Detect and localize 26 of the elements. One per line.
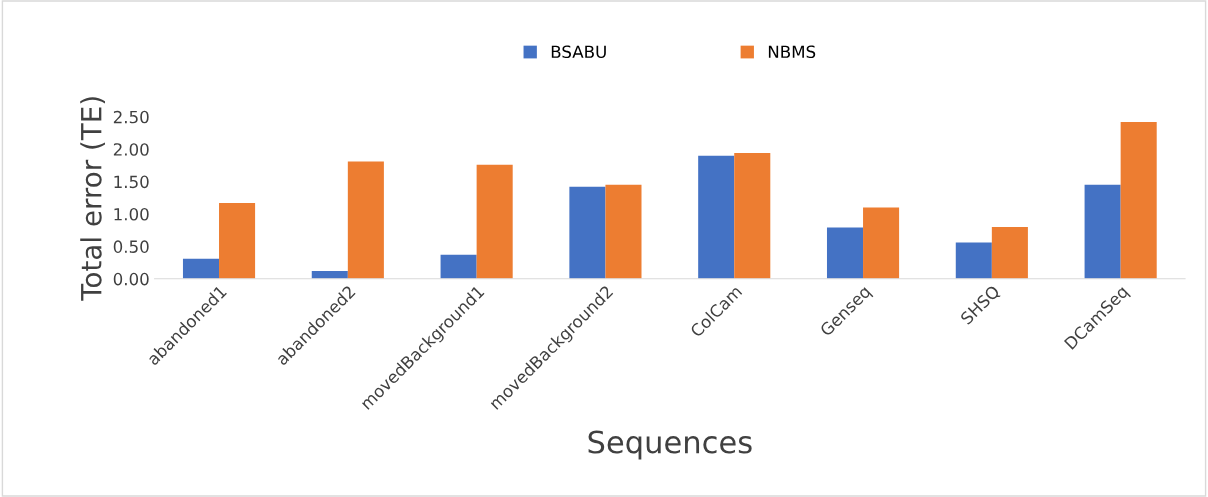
bar: [1120, 121, 1157, 279]
bar: [698, 155, 735, 279]
bar: [569, 186, 606, 279]
bar: [605, 184, 642, 279]
bar: [863, 207, 900, 279]
legend-label: NBMS: [768, 45, 816, 59]
bar: [219, 202, 256, 279]
y-tick-label: 0.00: [113, 272, 149, 286]
bar: [734, 153, 771, 279]
y-tick-label: 2.50: [113, 110, 149, 124]
bar: [476, 164, 513, 279]
bar: [347, 161, 384, 279]
bar: [991, 226, 1028, 279]
y-tick-label: 1.00: [114, 207, 149, 221]
bar: [182, 258, 220, 279]
y-tick-label: 0.50: [113, 240, 149, 253]
legend-label: BSABU: [551, 45, 606, 59]
y-tick-label: 2.00: [113, 143, 149, 156]
bar: [440, 254, 477, 279]
x-axis-title: Sequences: [588, 430, 752, 460]
bar: [1084, 184, 1121, 279]
bar: [955, 242, 992, 279]
bar: [311, 271, 348, 279]
y-tick-label: 1.50: [114, 175, 149, 189]
bar: [826, 227, 864, 279]
y-axis-title: Total error (TE): [80, 97, 105, 301]
